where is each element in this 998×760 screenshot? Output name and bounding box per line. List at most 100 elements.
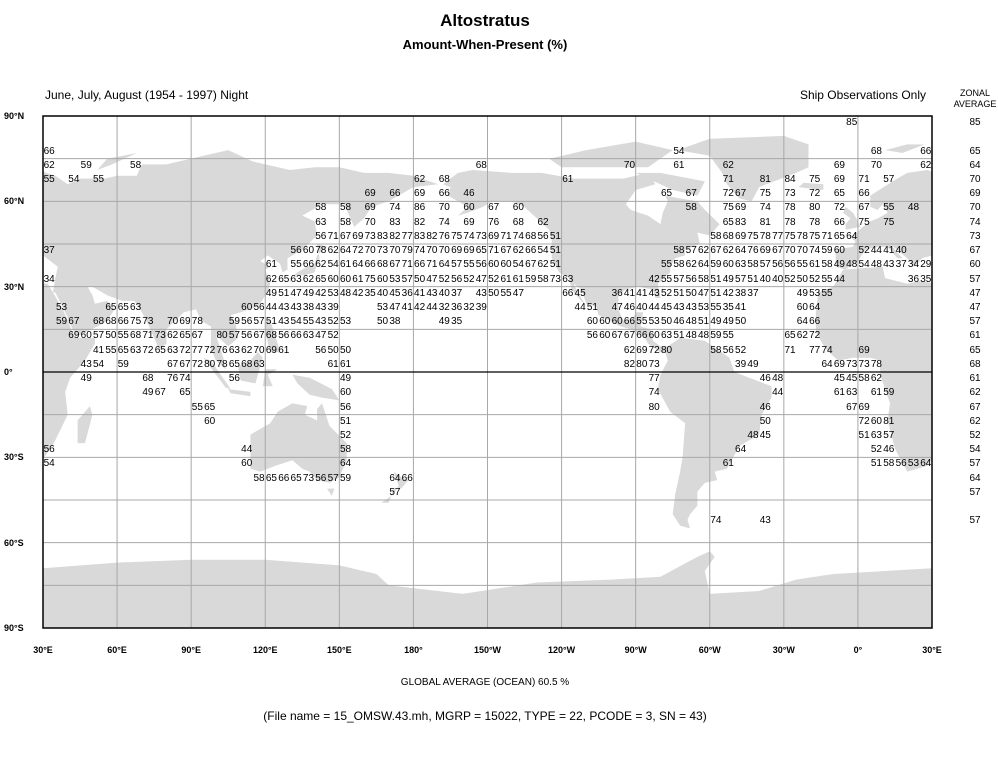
cell-value: 56 [451,273,463,285]
cell-value: 51 [549,259,561,271]
cell-value: 54 [537,245,549,257]
cell-value: 52 [735,344,747,356]
cell-value: 82 [414,216,426,228]
cell-value: 65 [315,273,327,285]
cell-value: 85 [846,117,858,129]
cell-value: 51 [710,287,722,299]
cell-value: 50 [796,273,808,285]
cell-value: 45 [759,430,771,441]
cell-value: 70 [623,159,636,171]
cell-value: 32 [463,302,475,313]
cell-value: 60 [80,330,92,342]
cell-value: 55 [463,259,475,271]
zonal-average-value: 64 [969,472,981,484]
cell-value: 49 [710,316,722,328]
cell-value: 58 [673,259,685,271]
cell-value: 75 [747,230,759,242]
cell-value: 45 [660,302,673,313]
cell-value: 38 [389,316,401,328]
cell-value: 83 [414,230,426,242]
map-grid [43,116,932,628]
zonal-average-value: 65 [969,145,981,157]
cell-value: 78 [315,245,327,257]
cell-value: 37 [43,245,55,257]
cell-value: 55 [821,273,833,285]
land-tasmania [327,488,335,496]
cell-value: 69 [833,358,845,370]
cell-value: 61 [265,259,277,271]
cell-value: 58 [339,444,352,456]
cell-value: 66 [389,188,401,200]
cell-value: 43 [883,259,895,271]
file-info: (File name = 15_OMSW.43.mh, MGRP = 15022… [263,709,707,723]
cell-value: 62 [241,344,253,356]
cell-value: 59 [710,330,722,342]
lon-tick-label: 90°E [181,645,201,655]
cell-value: 67 [339,230,352,242]
cell-value: 73 [846,358,858,370]
cell-value: 70 [364,216,376,228]
zonal-average-value: 57 [969,486,981,498]
cell-value: 72 [179,344,191,356]
cell-value: 70 [784,245,796,257]
zonal-heading-line2: AVERAGE [953,99,997,109]
cell-value: 61 [352,273,364,285]
cell-value: 48 [846,259,858,271]
cell-value: 78 [870,358,882,370]
cell-value: 61 [278,344,290,356]
cell-value: 74 [821,344,833,356]
cell-value: 53 [648,316,660,328]
cell-value: 49 [339,373,352,385]
cell-value: 72 [833,202,845,214]
cell-value: 72 [648,344,660,356]
cell-value: 69 [463,245,475,257]
cell-value: 60 [302,245,315,257]
cell-value: 75 [759,188,771,200]
cell-value: 67 [500,245,512,257]
cell-value: 52 [784,273,796,285]
cell-value: 62 [512,245,524,257]
cell-value: 69 [414,188,426,200]
cell-value: 51 [586,302,598,313]
cell-value: 36 [611,287,623,299]
cell-value: 64 [846,230,858,242]
cell-value: 79 [401,245,413,257]
cell-value: 71 [426,259,438,271]
cell-value: 56 [241,330,253,342]
cell-value: 68 [475,159,487,171]
cell-value: 64 [735,245,747,257]
cell-value: 50 [488,287,500,299]
cell-value: 55 [117,330,129,342]
cell-value: 72 [809,330,821,342]
cell-value: 56 [253,302,265,313]
land-sumatra [203,357,231,390]
cell-value: 60 [599,316,611,328]
cell-value: 63 [660,330,673,342]
cell-value: 67 [685,188,697,200]
cell-value: 52 [438,273,450,285]
cell-value: 54 [68,174,80,185]
land-philippines [265,320,281,353]
cell-value: 64 [920,458,932,470]
cell-value: 56 [784,259,796,271]
land-greenland [677,135,809,202]
cell-value: 44 [772,387,784,399]
land-java [228,389,251,397]
zonal-average-value: 67 [969,245,981,257]
cell-value: 41 [636,287,648,299]
cell-value: 43 [80,358,92,370]
cell-value: 50 [759,415,771,427]
cell-value: 39 [327,302,339,313]
cell-value: 58 [339,216,352,228]
cell-value: 58 [747,259,759,271]
cell-value: 69 [488,230,500,242]
cell-value: 53 [698,302,710,313]
cell-value: 82 [389,230,401,242]
cell-value: 64 [821,358,833,370]
lon-tick-label: 120°E [252,645,278,655]
cell-value: 77 [648,373,660,385]
cell-value: 64 [339,458,352,470]
cell-value: 46 [883,444,895,456]
cell-value: 76 [488,216,500,228]
cell-value: 38 [735,287,747,299]
